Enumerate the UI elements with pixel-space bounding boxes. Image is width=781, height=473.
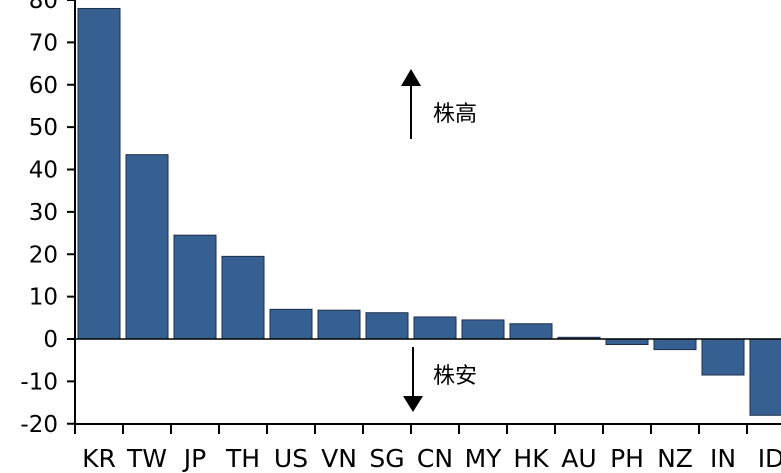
bar-cn: [413, 316, 457, 340]
bar-sg: [365, 312, 409, 340]
x-tick-label-sg: SG: [369, 444, 404, 473]
x-tick-label-us: US: [274, 444, 308, 473]
y-tick-label: 40: [29, 158, 58, 184]
y-tick-label: 20: [29, 242, 58, 268]
bar-kr: [77, 7, 121, 340]
x-tick-label-id: ID: [758, 444, 781, 473]
bar-in: [701, 338, 745, 376]
y-tick-label: 30: [29, 200, 58, 226]
x-tick-label-nz: NZ: [657, 444, 693, 473]
x-tick-label-vn: VN: [321, 444, 357, 473]
up-arrow-icon: [401, 69, 421, 86]
x-tick-label-hk: HK: [513, 444, 549, 473]
x-tick-label-ph: PH: [610, 444, 644, 473]
bar-jp: [173, 234, 217, 340]
y-tick-label: 70: [29, 30, 58, 56]
bar-nz: [653, 338, 697, 351]
x-axis-ticks: KR TW JP TH US VN SG CN MY HK AU PH NZ IN ID: [74, 424, 781, 473]
x-tick-label-kr: KR: [82, 444, 116, 473]
down-arrow-icon: [403, 396, 423, 412]
bar-ph: [605, 338, 649, 346]
annotation-down: 株安: [403, 347, 477, 412]
y-tick-label: 10: [29, 285, 58, 311]
bars-group: [77, 7, 781, 416]
annotation-up: 株高: [401, 69, 477, 139]
x-tick-label-au: AU: [561, 444, 596, 473]
x-tick-label-tw: TW: [126, 444, 167, 473]
x-tick-label-my: MY: [465, 444, 503, 473]
bar-id: [749, 338, 781, 416]
x-tick-label-cn: CN: [417, 444, 453, 473]
y-tick-label: 80: [29, 0, 58, 14]
y-axis-ticks: -20 -10 0 10 20 30 40 50 60 70 80: [20, 0, 75, 438]
x-tick-label-th: TH: [225, 444, 260, 473]
x-tick-label-in: IN: [710, 444, 736, 473]
y-tick-label: 0: [43, 327, 58, 353]
bar-my: [461, 319, 505, 340]
y-tick-label: -10: [20, 369, 58, 395]
annotation-down-label: 株安: [433, 364, 477, 389]
bar-th: [221, 255, 265, 340]
annotation-up-label: 株高: [433, 102, 477, 127]
x-tick-label-jp: JP: [182, 444, 206, 473]
y-tick-label: 60: [29, 73, 58, 99]
bar-us: [269, 308, 313, 340]
bar-tw: [125, 154, 169, 340]
y-tick-label: 50: [29, 115, 58, 141]
bar-hk: [509, 323, 553, 340]
y-tick-label: -20: [20, 412, 58, 438]
bar-vn: [317, 309, 361, 340]
